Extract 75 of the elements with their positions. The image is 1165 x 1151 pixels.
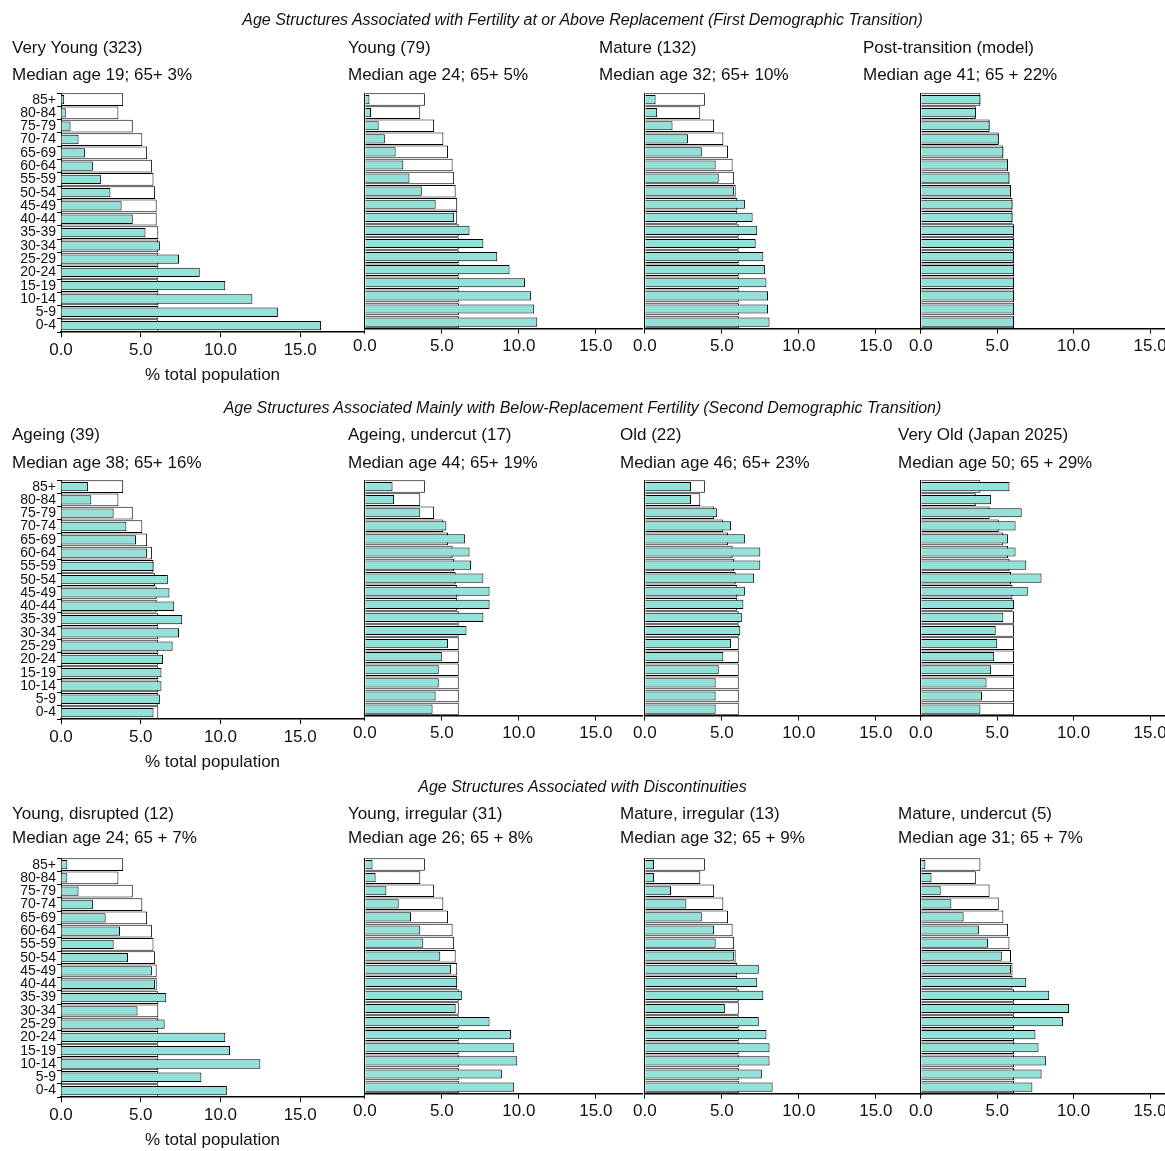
chart-subtitle: Median age 31; 65 + 7% [898, 828, 1083, 848]
x-tick-label: 10.0 [502, 336, 536, 356]
x-tick-label: 10.0 [203, 340, 238, 360]
x-tick-label: 10.0 [782, 723, 816, 743]
x-axis-title: % total population [144, 1130, 281, 1150]
x-tick-label: 0.0 [49, 727, 73, 747]
x-tick-label: 15.0 [283, 727, 317, 747]
x-tick-label: 5.0 [709, 723, 734, 743]
x-tick-label: 10.0 [1057, 336, 1091, 356]
text: Age Structures Associated with Fertility at or Above Replacement (First Demographic Transition) [240, 10, 924, 30]
chart-subtitle: Median age 38; 65+ 16% [12, 453, 202, 473]
x-tick-label: 0.0 [633, 1101, 657, 1121]
x-tick-label: 0.0 [49, 340, 73, 360]
x-tick-label: 15.0 [859, 1101, 893, 1121]
x-tick-label: 5.0 [985, 336, 1010, 356]
chart-subtitle: Median age 32; 65+ 10% [599, 65, 789, 85]
x-axis-title: % total population [144, 752, 281, 772]
x-tick-label: 5.0 [429, 723, 454, 743]
x-tick-label: 5.0 [128, 727, 153, 747]
chart-subtitle: Median age 24; 65 + 7% [12, 828, 197, 848]
x-tick-label: 5.0 [985, 723, 1010, 743]
x-tick-label: 15.0 [283, 1105, 317, 1125]
chart-title: Mature, irregular (13) [620, 804, 780, 824]
chart-title: Very Young (323) [12, 38, 143, 58]
chart-title: Young, disrupted (12) [12, 804, 174, 824]
text: Age Structures Associated Mainly with Below-Replacement Fertility (Second Demographic Transition) [222, 398, 943, 418]
chart-title: Mature (132) [599, 38, 697, 58]
x-tick-label: 5.0 [429, 1101, 454, 1121]
chart-subtitle: Median age 26; 65 + 8% [348, 828, 533, 848]
x-tick-label: 10.0 [502, 723, 536, 743]
x-tick-label: 0.0 [909, 1101, 933, 1121]
chart-subtitle: Median age 44; 65+ 19% [348, 453, 538, 473]
x-tick-label: 0.0 [633, 336, 657, 356]
x-tick-label: 0.0 [353, 336, 377, 356]
chart-subtitle: Median age 41; 65 + 22% [863, 65, 1058, 85]
x-tick-label: 0.0 [633, 723, 657, 743]
chart-title: Mature, undercut (5) [898, 804, 1053, 824]
chart-subtitle: Median age 32; 65 + 9% [620, 828, 805, 848]
x-tick-label: 0.0 [909, 723, 933, 743]
text: Age Structures Associated with Discontinuities [416, 777, 748, 797]
x-tick-label: 0.0 [49, 1105, 73, 1125]
x-tick-label: 5.0 [429, 336, 454, 356]
chart-title: Ageing (39) [12, 425, 100, 445]
chart-title: Ageing, undercut (17) [348, 425, 512, 445]
chart-title: Very Old (Japan 2025) [898, 425, 1069, 445]
x-tick-label: 15.0 [579, 336, 613, 356]
x-tick-label: 5.0 [128, 340, 153, 360]
x-tick-label: 5.0 [128, 1105, 153, 1125]
x-tick-label: 5.0 [985, 1101, 1010, 1121]
x-tick-label: 5.0 [709, 1101, 734, 1121]
chart-subtitle: Median age 46; 65+ 23% [620, 453, 810, 473]
x-tick-label: 10.0 [1057, 723, 1091, 743]
x-tick-label: 10.0 [203, 1105, 238, 1125]
x-tick-label: 15.0 [859, 336, 893, 356]
x-tick-label: 10.0 [782, 336, 816, 356]
x-tick-label: 15.0 [579, 1101, 613, 1121]
x-tick-label: 0.0 [909, 336, 933, 356]
chart-subtitle: Median age 24; 65+ 5% [348, 65, 529, 85]
x-tick-label: 15.0 [283, 340, 317, 360]
x-tick-label: 10.0 [203, 727, 238, 747]
chart-title: Young, irregular (31) [348, 804, 503, 824]
x-tick-label: 10.0 [502, 1101, 536, 1121]
chart-subtitle: Median age 50; 65 + 29% [898, 453, 1093, 473]
x-tick-label: 5.0 [709, 336, 734, 356]
x-tick-label: 10.0 [782, 1101, 816, 1121]
chart-title: Young (79) [348, 38, 431, 58]
x-tick-label: 0.0 [353, 1101, 377, 1121]
chart-title: Post-transition (model) [863, 38, 1035, 58]
x-tick-label: 10.0 [1057, 1101, 1091, 1121]
x-tick-label: 0.0 [353, 723, 377, 743]
chart-title: Old (22) [620, 425, 682, 445]
x-tick-label: 15.0 [579, 723, 613, 743]
x-tick-label: 15.0 [859, 723, 893, 743]
x-axis-title: % total population [144, 365, 281, 385]
chart-subtitle: Median age 19; 65+ 3% [12, 65, 193, 85]
